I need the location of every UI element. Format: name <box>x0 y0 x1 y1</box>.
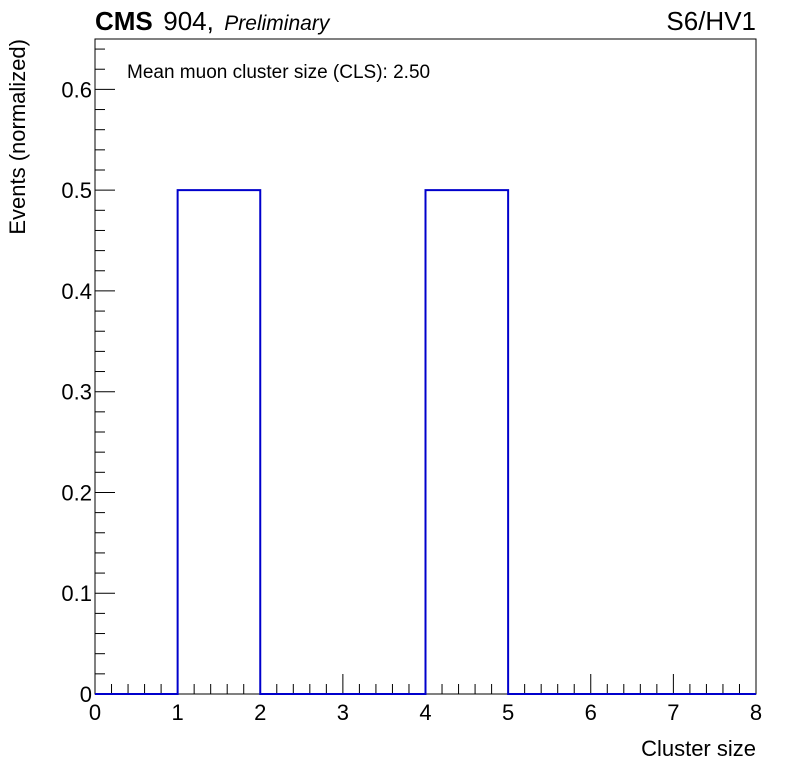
x-tick-label: 1 <box>172 700 184 725</box>
x-tick-label: 5 <box>502 700 514 725</box>
y-tick-label: 0.2 <box>61 480 92 505</box>
x-tick-label: 7 <box>667 700 679 725</box>
y-axis-title: Events (normalized) <box>5 39 30 235</box>
experiment-label: CMS <box>95 6 153 36</box>
site-label: 904, <box>163 6 214 36</box>
y-tick-label: 0.1 <box>61 581 92 606</box>
histogram-outline <box>95 189 756 695</box>
tick-labels: 0 1 2 3 4 5 6 7 8 0 0.1 0.2 0.3 0.4 0.5 0.6 <box>61 77 762 725</box>
run-label: S6/HV1 <box>666 6 756 36</box>
axis-ticks <box>94 48 757 695</box>
x-tick-label: 8 <box>750 700 762 725</box>
y-tick-label: 0 <box>80 682 92 707</box>
x-tick-label: 0 <box>89 700 101 725</box>
y-tick-label: 0.4 <box>61 279 92 304</box>
mean-cls-annotation: Mean muon cluster size (CLS): 2.50 <box>127 62 430 83</box>
histogram-bin <box>178 190 261 694</box>
x-tick-label: 2 <box>254 700 266 725</box>
status-label: Preliminary <box>224 12 331 35</box>
histogram-bins <box>95 189 756 695</box>
y-tick-label: 0.5 <box>61 178 92 203</box>
y-tick-label: 0.3 <box>61 380 92 405</box>
y-tick-label: 0.6 <box>61 77 92 102</box>
x-tick-label: 3 <box>337 700 349 725</box>
histogram-bin <box>426 190 509 694</box>
x-tick-label: 6 <box>585 700 597 725</box>
header-left: CMS 904, Preliminary <box>95 6 331 36</box>
x-axis-title: Cluster size <box>641 736 756 761</box>
x-tick-label: 4 <box>419 700 431 725</box>
